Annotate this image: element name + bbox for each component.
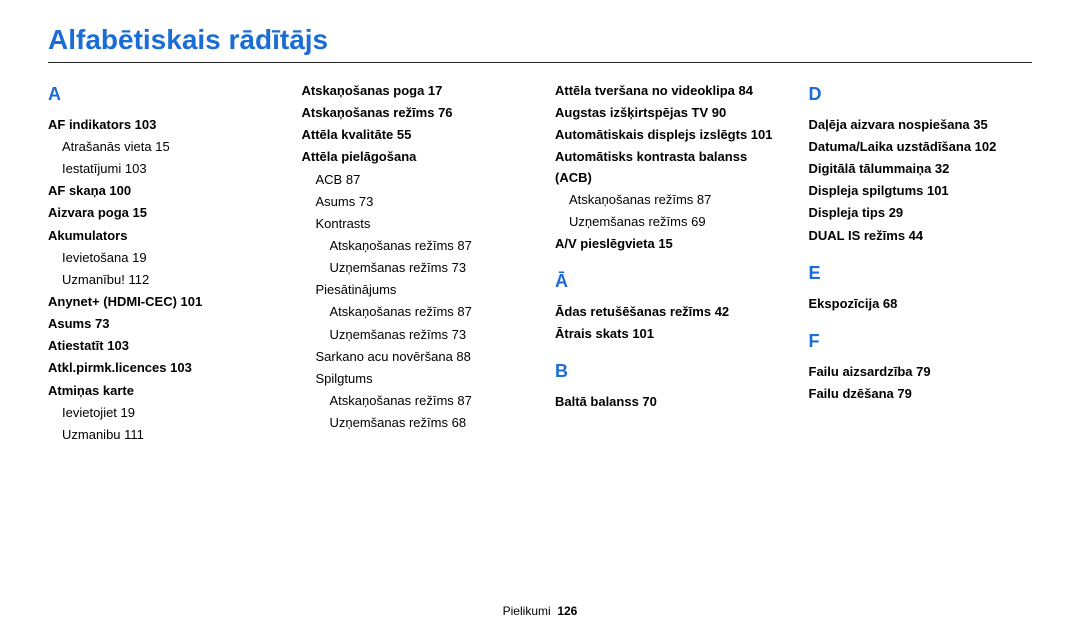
index-entry: Uzņemšanas režīms 73 bbox=[302, 258, 526, 278]
index-entry: Spilgtums bbox=[302, 369, 526, 389]
page-title: Alfabētiskais rādītājs bbox=[48, 24, 1032, 56]
index-entry: Attēla pielāgošana bbox=[302, 147, 526, 167]
index-col-1: A AF indikators 103Atrašanās vieta 15Ies… bbox=[48, 81, 272, 447]
index-entry: ACB 87 bbox=[302, 170, 526, 190]
index-entry: Displeja tips 29 bbox=[809, 203, 1033, 223]
footer-label: Pielikumi bbox=[503, 604, 551, 618]
index-entry: Attēla tveršana no videoklipa 84 bbox=[555, 81, 779, 101]
footer-page: 126 bbox=[557, 604, 577, 618]
index-entry: Ievietošana 19 bbox=[48, 248, 272, 268]
index-entry: Augstas izšķirtspējas TV 90 bbox=[555, 103, 779, 123]
index-entry: Uzņemšanas režīms 68 bbox=[302, 413, 526, 433]
index-entry: Atskaņošanas režīms 87 bbox=[302, 236, 526, 256]
letter-heading: F bbox=[809, 328, 1033, 356]
index-entry: Failu aizsardzība 79 bbox=[809, 362, 1033, 382]
index-entry: Displeja spilgtums 101 bbox=[809, 181, 1033, 201]
index-entry: Atskaņošanas režīms 87 bbox=[302, 391, 526, 411]
letter-heading: Ā bbox=[555, 268, 779, 296]
index-entry: Asums 73 bbox=[302, 192, 526, 212]
index-entry: AF skaņa 100 bbox=[48, 181, 272, 201]
index-entry: Uzņemšanas režīms 69 bbox=[555, 212, 779, 232]
index-entry: Uzmanību! 112 bbox=[48, 270, 272, 290]
index-entry: A/V pieslēgvieta 15 bbox=[555, 234, 779, 254]
index-entry: Aizvara poga 15 bbox=[48, 203, 272, 223]
col2-items: Atskaņošanas poga 17Atskaņošanas režīms … bbox=[302, 81, 526, 433]
index-entry: Ātrais skats 101 bbox=[555, 324, 779, 344]
index-entry: Attēla kvalitāte 55 bbox=[302, 125, 526, 145]
index-entry: Digitālā tālummaiņa 32 bbox=[809, 159, 1033, 179]
index-entry: Akumulators bbox=[48, 226, 272, 246]
index-entry: Datuma/Laika uzstādīšana 102 bbox=[809, 137, 1033, 157]
index-entry: Baltā balanss 70 bbox=[555, 392, 779, 412]
index-entry: Atskaņošanas režīms 76 bbox=[302, 103, 526, 123]
index-col-3: Attēla tveršana no videoklipa 84Augstas … bbox=[555, 81, 779, 447]
index-entry: Iestatījumi 103 bbox=[48, 159, 272, 179]
index-entry: Atrašanās vieta 15 bbox=[48, 137, 272, 157]
index-entry: DUAL IS režīms 44 bbox=[809, 226, 1033, 246]
index-entry: Asums 73 bbox=[48, 314, 272, 334]
index-entry: AF indikators 103 bbox=[48, 115, 272, 135]
index-col-4: D Daļēja aizvara nospiešana 35Datuma/Laik… bbox=[809, 81, 1033, 447]
index-entry: Atmiņas karte bbox=[48, 381, 272, 401]
index-entry: Automātiskais displejs izslēgts 101 bbox=[555, 125, 779, 145]
title-rule bbox=[48, 62, 1032, 63]
index-entry: Atiestatīt 103 bbox=[48, 336, 272, 356]
index-entry: Ievietojiet 19 bbox=[48, 403, 272, 423]
col1-items: AF indikators 103Atrašanās vieta 15Iesta… bbox=[48, 115, 272, 445]
index-entry: Failu dzēšana 79 bbox=[809, 384, 1033, 404]
index-entry: Uzmanibu 111 bbox=[48, 425, 272, 445]
index-columns: A AF indikators 103Atrašanās vieta 15Ies… bbox=[48, 81, 1032, 447]
letter-heading: B bbox=[555, 358, 779, 386]
index-col-2: Atskaņošanas poga 17Atskaņošanas režīms … bbox=[302, 81, 526, 447]
letter-heading: D bbox=[809, 81, 1033, 109]
letter-heading: E bbox=[809, 260, 1033, 288]
index-entry: Piesātinājums bbox=[302, 280, 526, 300]
index-entry: Atskaņošanas režīms 87 bbox=[555, 190, 779, 210]
index-entry: Sarkano acu novēršana 88 bbox=[302, 347, 526, 367]
index-entry: Ādas retušēšanas režīms 42 bbox=[555, 302, 779, 322]
index-entry: Daļēja aizvara nospiešana 35 bbox=[809, 115, 1033, 135]
index-entry: Atkl.pirmk.licences 103 bbox=[48, 358, 272, 378]
page-footer: Pielikumi 126 bbox=[0, 604, 1080, 618]
index-entry: Atskaņošanas poga 17 bbox=[302, 81, 526, 101]
letter-heading: A bbox=[48, 81, 272, 109]
index-entry: Anynet+ (HDMI-CEC) 101 bbox=[48, 292, 272, 312]
index-entry: Ekspozīcija 68 bbox=[809, 294, 1033, 314]
index-entry: Uzņemšanas režīms 73 bbox=[302, 325, 526, 345]
index-entry: Atskaņošanas režīms 87 bbox=[302, 302, 526, 322]
index-entry: Automātisks kontrasta balanss (ACB) bbox=[555, 147, 779, 187]
index-entry: Kontrasts bbox=[302, 214, 526, 234]
